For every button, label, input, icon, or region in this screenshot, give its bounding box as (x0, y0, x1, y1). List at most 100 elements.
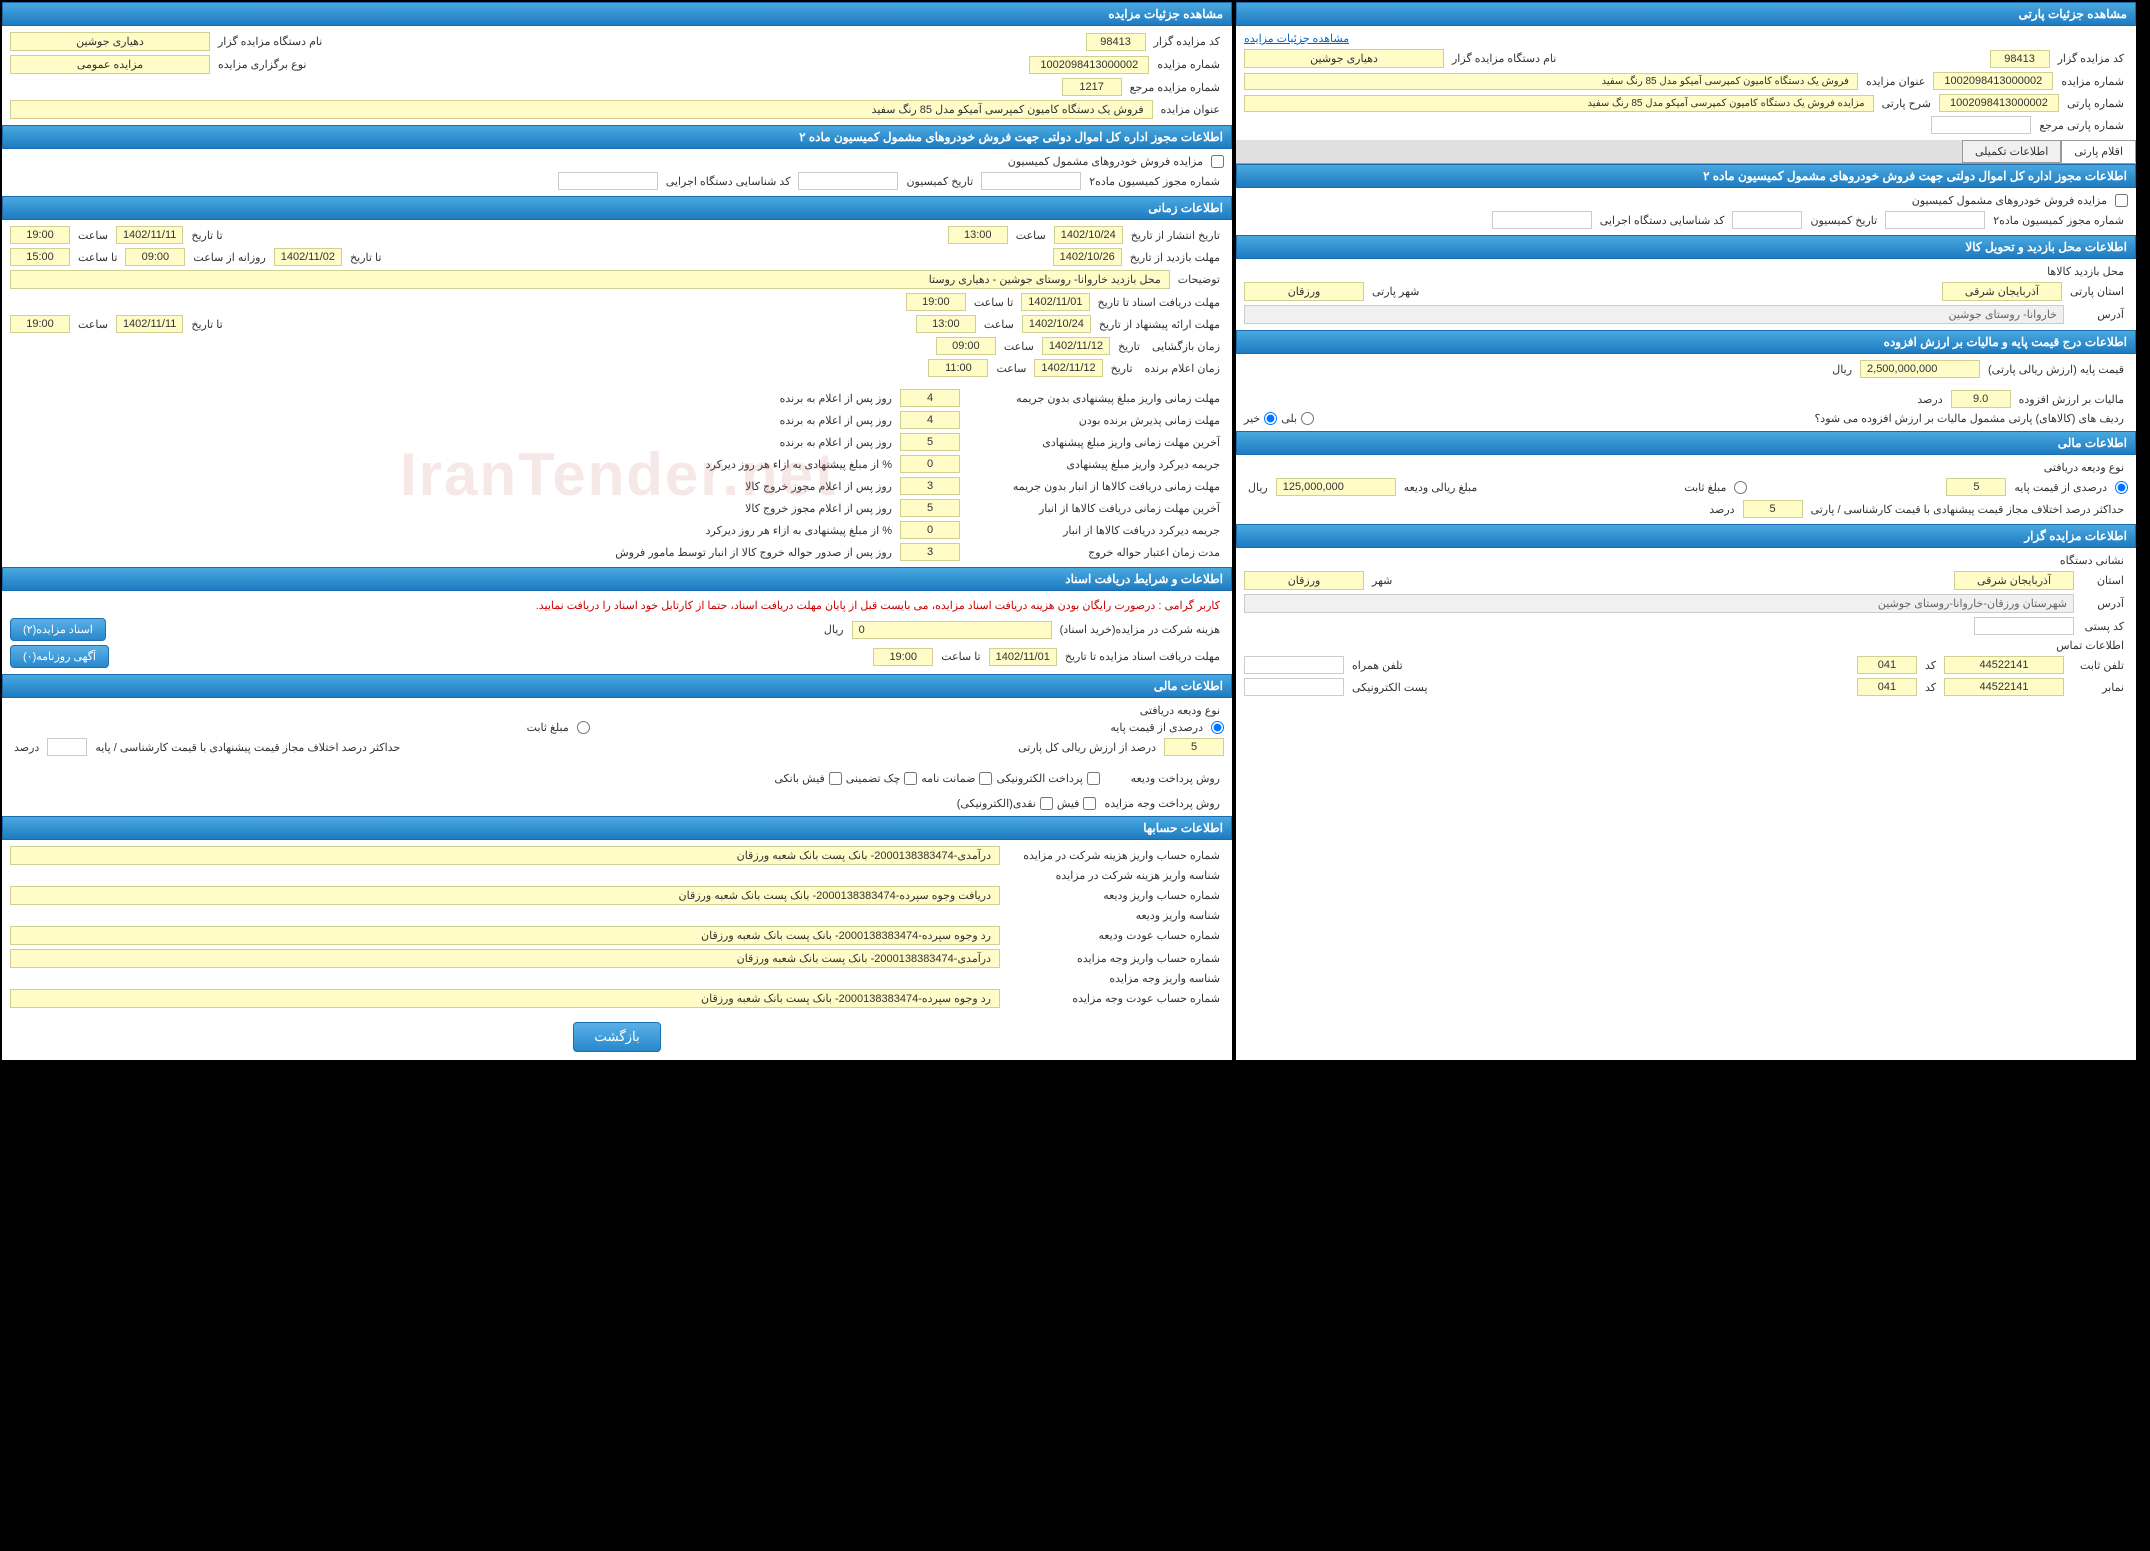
label-ref-num: شماره مزایده مرجع (1126, 81, 1224, 94)
checkbox-check[interactable] (904, 772, 917, 785)
label-publish-from: تاریخ انتشار از تاریخ (1127, 229, 1224, 242)
value-penalty: 0 (900, 455, 960, 473)
checkbox-commission2[interactable] (2115, 194, 2128, 207)
checkbox-electronic[interactable] (1087, 772, 1100, 785)
value-deposit-amount: 125,000,000 (1276, 478, 1396, 496)
value-account1: درآمدی-2000138383474- بانک پست بانک شعبه… (10, 846, 1000, 865)
label-comm-date: تاریخ کمیسیون (902, 175, 977, 188)
header-accounts: اطلاعات حسابها (2, 816, 1232, 840)
label-city: شهر پارتی (1368, 285, 1423, 298)
label-base-price: قیمت پایه (ارزش ریالی پارتی) (1984, 363, 2128, 376)
value-visit-time-to: 15:00 (10, 248, 70, 266)
input-max-diff[interactable] (47, 738, 87, 756)
header-commission2: اطلاعات مجوز اداره کل اموال دولتی جهت فر… (1236, 164, 2136, 188)
label-mobile: تلفن همراه (1348, 659, 1407, 672)
header-price-vat: اطلاعات درج قیمت پایه و مالیات بر ارزش ا… (1236, 330, 2136, 354)
input-email[interactable] (1244, 678, 1344, 696)
tab-party-items[interactable]: اقلام پارتی (2061, 140, 2136, 163)
radio-vat-no[interactable] (1264, 412, 1277, 425)
value-account5: رد وجوه سپرده-2000138383474- بانک پست با… (10, 989, 1000, 1008)
label-participation-fee: هزینه شرکت در مزایده(خرید اسناد) (1056, 623, 1224, 636)
value-notes: محل بازدید خاروانا- روستای جوشین - دهیار… (10, 270, 1170, 289)
label-province: استان پارتی (2066, 285, 2128, 298)
value-base-price: 2,500,000,000 (1860, 360, 1980, 378)
label-legal-addr: نشانی دستگاه (2056, 554, 2128, 567)
input-comm-date2[interactable] (1732, 211, 1802, 229)
label-title: عنوان مزایده (1157, 103, 1224, 116)
value-publish-to: 1402/11/11 (116, 226, 183, 244)
header-auction-details: مشاهده جزئیات مزایده (2, 2, 1232, 26)
label-account1: شماره حساب واریز هزینه شرکت در مزایده (1004, 849, 1224, 862)
header-financial: اطلاعات مالی (2, 674, 1232, 698)
label-address: آدرس (2068, 308, 2128, 321)
input-exec-code[interactable] (558, 172, 658, 190)
value-exit-credit: 3 (900, 543, 960, 561)
label-vat-question: ردیف های (کالاهای) پارتی مشمول مالیات بر… (1810, 412, 2128, 425)
auction-details-panel: مشاهده جزئیات مزایده کد مزایده گزار 9841… (2, 2, 1232, 1060)
label-last-deposit: آخرین مهلت زمانی واریز مبلغ پیشنهادی (964, 436, 1224, 449)
checkbox-bank-receipt[interactable] (829, 772, 842, 785)
header-party-details: مشاهده جزئیات پارتی (1236, 2, 2136, 26)
value-base-percent2: 5 (1946, 478, 2006, 496)
value-offer-from: 1402/10/24 (1022, 315, 1091, 333)
value-city: ورزقان (1244, 282, 1364, 301)
value-address: خاروانا- روستای جوشین (1244, 305, 2064, 324)
value-visit-from: 1402/10/26 (1053, 248, 1122, 266)
input-comm-date[interactable] (798, 172, 898, 190)
input-exec-code2[interactable] (1492, 211, 1592, 229)
label-id2: شناسه واریز ودیعه (1004, 909, 1224, 922)
input-postal[interactable] (1974, 617, 2074, 635)
label-penalty: جریمه دیرکرد واریز مبلغ پیشنهادی (964, 458, 1224, 471)
value-doc-receive-time: 19:00 (873, 648, 933, 666)
checkbox-guarantee[interactable] (979, 772, 992, 785)
value-party-num: 1002098413000002 (1939, 94, 2059, 112)
label-org: نام دستگاه مزایده گزار (1448, 52, 1560, 65)
link-auction-details[interactable]: مشاهده جزئیات مزایده (1244, 32, 1349, 45)
label-offer-from: مهلت ارائه پیشنهاد از تاریخ (1095, 318, 1224, 331)
label-num: شماره مزایده (2057, 75, 2128, 88)
button-return[interactable]: بازگشت (573, 1022, 661, 1052)
value-org: دهیاری جوشین (1244, 49, 1444, 68)
value-doc-receive-date: 1402/11/01 (989, 648, 1057, 666)
radio-base-percent2[interactable] (2115, 481, 2128, 494)
value-address2: شهرستان ورزقان-خاروانا-روستای جوشین (1244, 594, 2074, 613)
button-auction-docs[interactable]: اسناد مزایده(۲) (10, 618, 106, 641)
input-permit[interactable] (981, 172, 1081, 190)
party-details-panel: مشاهده جزئیات پارتی مشاهده جزئیات مزایده… (1236, 2, 2136, 1060)
label-winner: زمان اعلام برنده (1141, 362, 1224, 375)
label-doc-receive: مهلت دریافت اسناد مزایده تا تاریخ (1061, 650, 1224, 663)
tab-extra-info[interactable]: اطلاعات تکمیلی (1962, 140, 2061, 163)
label-last-goods: آخرین مهلت زمانی دریافت کالاها از انبار (964, 502, 1224, 515)
label-deposit-type: نوع ودیعه دریافتی (1136, 704, 1224, 717)
value-auction-code: 98413 (1086, 33, 1146, 51)
label-postal: کد پستی (2078, 620, 2128, 633)
radio-fixed2[interactable] (1734, 481, 1747, 494)
checkbox-commission[interactable] (1211, 155, 1224, 168)
button-newspaper-ad[interactable]: آگهی روزنامه(۰) (10, 645, 109, 668)
value-account3: رد وجوه سپرده-2000138383474- بانک پست با… (10, 926, 1000, 945)
value-auction-type: مزایده عمومی (10, 55, 210, 74)
header-timing: اطلاعات زمانی (2, 196, 1232, 220)
input-permit2[interactable] (1885, 211, 1985, 229)
label-goods-deadline: مهلت زمانی دریافت کالاها از انبار بدون ج… (964, 480, 1224, 493)
radio-fixed-amount[interactable] (577, 721, 590, 734)
value-visit-time-from: 09:00 (125, 248, 185, 266)
value-title: فروش یک دستگاه کامیون کمپرسی آمیکو مدل 8… (10, 100, 1153, 119)
label-permit: شماره مجوز کمیسیون ماده۲ (1085, 175, 1224, 188)
label-fax: نمابر (2068, 681, 2128, 694)
checkbox-receipt[interactable] (1083, 797, 1096, 810)
value-goods-deadline: 3 (900, 477, 960, 495)
input-mobile[interactable] (1244, 656, 1344, 674)
value-offer-time-from: 13:00 (916, 315, 976, 333)
value-visit-to: 1402/11/02 (274, 248, 342, 266)
radio-base-percent[interactable] (1211, 721, 1224, 734)
label-auction-type: نوع برگزاری مزایده (214, 58, 310, 71)
value-title2: فروش یک دستگاه کامیون کمپرسی آمیکو مدل 8… (1244, 73, 1858, 90)
radio-vat-yes[interactable] (1301, 412, 1314, 425)
value-num: 1002098413000002 (1933, 72, 2053, 90)
input-party-ref[interactable] (1931, 116, 2031, 134)
value-max-diff: 5 (1743, 500, 1803, 518)
label-commission-check: مزایده فروش خودروهای مشمول کمیسیون (1004, 155, 1207, 168)
checkbox-cash[interactable] (1040, 797, 1053, 810)
label-city2: شهر (1368, 574, 1396, 587)
